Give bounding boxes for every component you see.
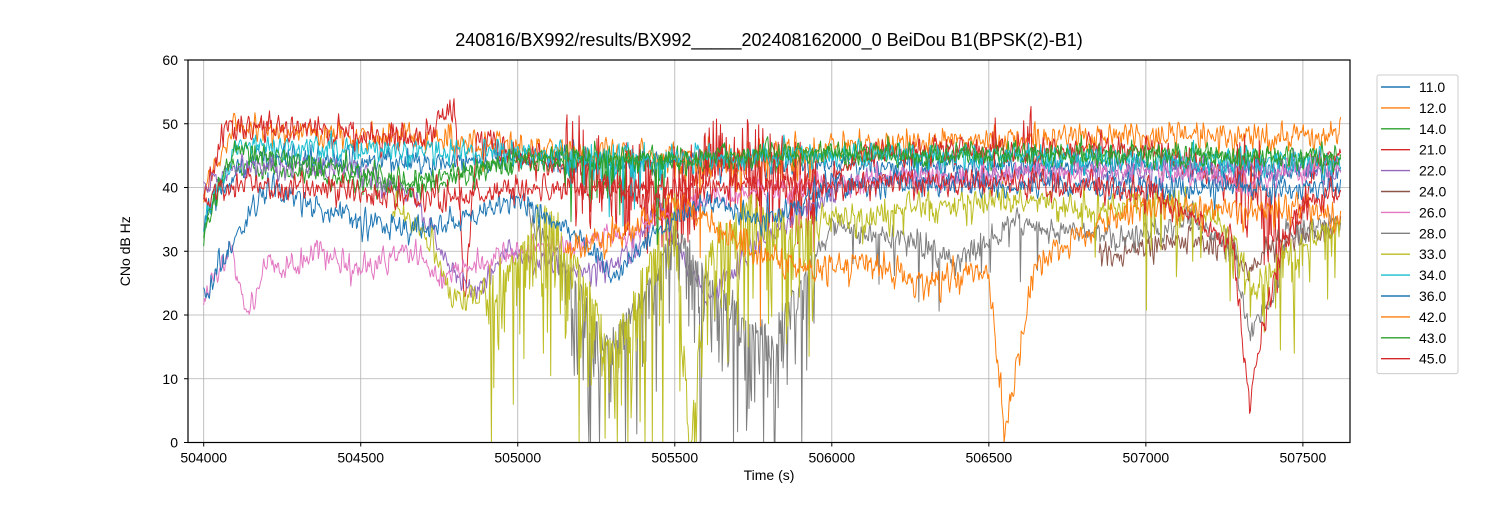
svg-text:33.0: 33.0 xyxy=(1419,246,1446,262)
svg-text:34.0: 34.0 xyxy=(1419,267,1446,283)
svg-text:506000: 506000 xyxy=(808,450,855,466)
svg-text:43.0: 43.0 xyxy=(1419,330,1446,346)
svg-text:11.0: 11.0 xyxy=(1419,79,1445,95)
svg-text:22.0: 22.0 xyxy=(1419,163,1446,179)
svg-text:50: 50 xyxy=(162,116,178,132)
svg-text:45.0: 45.0 xyxy=(1419,351,1446,367)
svg-text:28.0: 28.0 xyxy=(1419,225,1446,241)
svg-text:12.0: 12.0 xyxy=(1419,100,1446,116)
svg-text:14.0: 14.0 xyxy=(1419,121,1446,137)
svg-text:507500: 507500 xyxy=(1280,450,1327,466)
svg-text:506500: 506500 xyxy=(965,450,1012,466)
svg-text:42.0: 42.0 xyxy=(1419,309,1446,325)
svg-text:24.0: 24.0 xyxy=(1419,184,1446,200)
svg-text:21.0: 21.0 xyxy=(1419,142,1446,158)
svg-text:0: 0 xyxy=(170,435,178,451)
svg-text:507000: 507000 xyxy=(1123,450,1170,466)
svg-text:Time (s): Time (s) xyxy=(744,467,795,483)
svg-text:30: 30 xyxy=(162,243,178,259)
svg-text:60: 60 xyxy=(162,52,178,68)
svg-text:505000: 505000 xyxy=(494,450,541,466)
svg-text:504500: 504500 xyxy=(337,450,384,466)
svg-text:20: 20 xyxy=(162,307,178,323)
svg-text:504000: 504000 xyxy=(180,450,227,466)
svg-text:10: 10 xyxy=(162,371,178,387)
svg-text:36.0: 36.0 xyxy=(1419,288,1446,304)
svg-text:CNo dB Hz: CNo dB Hz xyxy=(117,216,133,286)
svg-text:26.0: 26.0 xyxy=(1419,204,1446,220)
svg-text:40: 40 xyxy=(162,180,178,196)
svg-text:505500: 505500 xyxy=(651,450,698,466)
svg-text:240816/BX992/results/BX992____: 240816/BX992/results/BX992_____202408162… xyxy=(455,30,1082,51)
